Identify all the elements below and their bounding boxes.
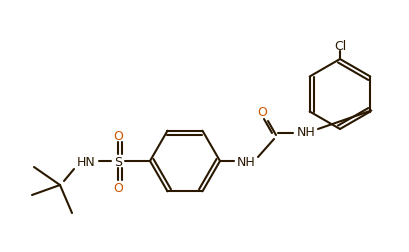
Text: O: O (257, 105, 267, 118)
Text: NH: NH (237, 155, 255, 168)
Text: NH: NH (297, 125, 315, 138)
Text: S: S (114, 155, 122, 168)
Text: O: O (113, 181, 123, 194)
Text: Cl: Cl (334, 39, 346, 52)
Text: HN: HN (76, 155, 95, 168)
Text: O: O (113, 129, 123, 142)
